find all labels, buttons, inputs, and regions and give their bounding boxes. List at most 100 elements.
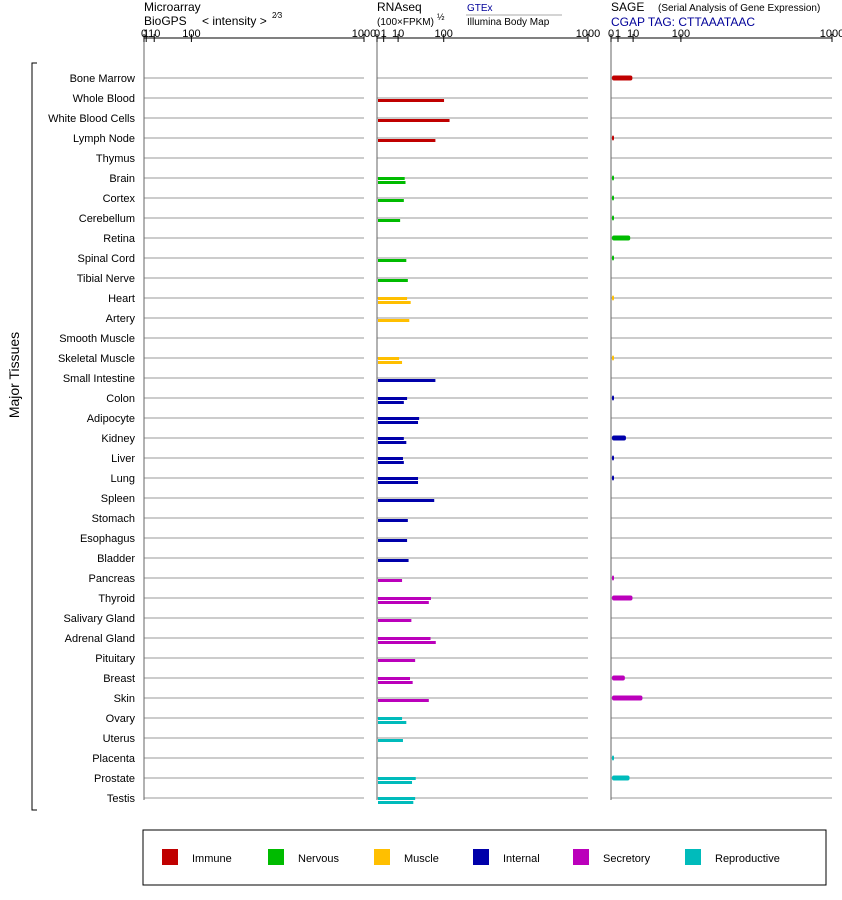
legend: Immune Nervous Muscle Internal Secretory Repr… (162, 849, 780, 865)
microarray-axis-label: < intensity > (202, 14, 267, 28)
bar-sage (612, 475, 614, 481)
legend-swatch-reproductive (685, 849, 701, 865)
bar-rnaseq (378, 279, 408, 282)
legend-swatch-muscle (374, 849, 390, 865)
tissue-label: Lung (111, 473, 135, 485)
bar-rnaseq (378, 461, 404, 464)
legend-swatch-immune (162, 849, 178, 865)
rnaseq-subtitle: (100×FPKM) (377, 17, 434, 28)
bar-rnaseq (378, 457, 403, 460)
tissue-label: Bladder (97, 553, 135, 565)
bar-rnaseq (378, 139, 436, 142)
bar-rnaseq (378, 721, 407, 724)
tissue-label: Uterus (103, 733, 136, 745)
legend-box (142, 829, 827, 886)
tissue-label: Liver (111, 453, 135, 465)
tissue-label: Esophagus (80, 533, 136, 545)
tissue-label: Colon (106, 393, 135, 405)
tissue-label: Cortex (103, 193, 136, 205)
tissue-label: Pituitary (95, 653, 135, 665)
legend-label-muscle: Muscle (404, 853, 439, 865)
bar-rnaseq (378, 319, 410, 322)
bar-sage (612, 195, 614, 201)
bar-sage (612, 435, 626, 441)
bar-rnaseq (378, 357, 400, 360)
tick-label-rnaseq: 1000 (576, 28, 600, 40)
tissue-label: Thymus (96, 153, 136, 165)
sage-title: SAGE (611, 0, 644, 14)
panel-title-sage: SAGE (Serial Analysis of Gene Expression… (611, 0, 820, 29)
legend-swatch-secretory (573, 849, 589, 865)
bar-sage (612, 675, 625, 681)
tissue-label: Testis (107, 793, 136, 805)
tissue-label: Cerebellum (79, 213, 135, 225)
tick-label-microarray: 0 (141, 28, 147, 40)
tissue-label: Kidney (101, 433, 135, 445)
tissue-label: Smooth Muscle (59, 333, 135, 345)
bar-sage (612, 575, 614, 581)
bar-sage (612, 775, 630, 781)
sage-tag: CGAP TAG: CTTAAATAAC (611, 15, 755, 29)
tissue-label: Spleen (101, 493, 135, 505)
bar-sage (612, 135, 614, 141)
rnaseq-axis-exponent: ½ (437, 12, 445, 22)
tick-label-rnaseq: 100 (435, 28, 453, 40)
tick-label-microarray: 1000 (352, 28, 376, 40)
sage-title-note: (Serial Analysis of Gene Expression) (658, 3, 820, 14)
tick-label-rnaseq: 0 (374, 28, 380, 40)
bar-sage (612, 255, 614, 261)
legend-label-immune: Immune (192, 853, 232, 865)
legend-label-nervous: Nervous (298, 853, 339, 865)
panel-title-microarray: Microarray BioGPS < intensity > 2⁄3 (144, 0, 283, 28)
bar-rnaseq (378, 637, 431, 640)
legend-swatch-internal (473, 849, 489, 865)
bar-rnaseq (378, 781, 413, 784)
tissue-label: Bone Marrow (70, 73, 135, 85)
bar-rnaseq (378, 619, 412, 622)
bar-rnaseq (378, 659, 416, 662)
bar-rnaseq (378, 397, 408, 400)
panel-title-rnaseq: RNAseq (100×FPKM) ½ GTEx Illumina Body M… (377, 0, 562, 28)
tissue-labels: Bone Marrow Whole Blood White Blood Cells L… (48, 73, 136, 805)
tissue-label: Tibial Nerve (77, 273, 135, 285)
tissue-label: Heart (108, 293, 135, 305)
tissue-label: Retina (103, 233, 136, 245)
bar-rnaseq (378, 477, 419, 480)
tissue-label: Breast (103, 673, 135, 685)
tick-label-microarray: 10 (148, 28, 160, 40)
bar-sage (612, 235, 631, 241)
bar-rnaseq (378, 499, 435, 502)
legend-label-internal: Internal (503, 853, 540, 865)
bar-rnaseq (378, 539, 408, 542)
bar-sage (612, 295, 614, 301)
bar-rnaseq (378, 437, 404, 440)
grid-layer (144, 77, 832, 799)
tick-label-rnaseq: 10 (392, 28, 404, 40)
tissue-label: Adrenal Gland (65, 633, 135, 645)
bars-layer (378, 75, 643, 804)
bar-sage (612, 395, 614, 401)
bar-rnaseq (378, 199, 404, 202)
tissue-label: Artery (106, 313, 136, 325)
bar-rnaseq (378, 777, 416, 780)
bar-rnaseq (378, 421, 419, 424)
bar-rnaseq (378, 181, 406, 184)
bar-rnaseq (378, 361, 403, 364)
bar-rnaseq (378, 597, 431, 600)
y-axis-bracket (31, 62, 37, 811)
bar-rnaseq (378, 699, 429, 702)
tissue-label: Skeletal Muscle (58, 353, 135, 365)
bar-rnaseq (378, 559, 409, 562)
rnaseq-legend-gtex: GTEx (467, 3, 493, 14)
bar-rnaseq (378, 259, 407, 262)
bar-sage (612, 215, 614, 221)
tick-label-sage: 1000 (820, 28, 842, 40)
tissue-label: Ovary (106, 713, 136, 725)
bar-rnaseq (378, 177, 405, 180)
rnaseq-legend-illumina: Illumina Body Map (467, 17, 550, 28)
bar-sage (612, 595, 633, 601)
microarray-title: Microarray (144, 0, 201, 14)
bar-sage (612, 355, 614, 361)
